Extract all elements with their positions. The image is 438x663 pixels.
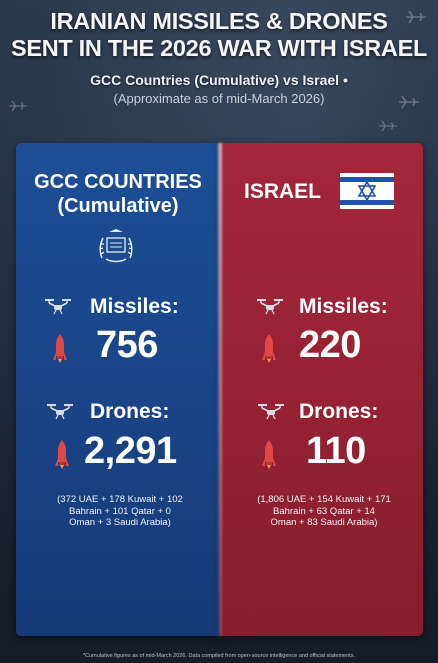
israel-panel: [220, 143, 423, 636]
missile-icon: [262, 334, 276, 363]
israel-breakdown: (1,806 UAE + 154 Kuwait + 171 Bahrain + …: [244, 494, 404, 529]
gcc-title-line-2: (Cumulative): [57, 195, 179, 217]
title-line-1: IRANIAN MISSILES & DRONES: [50, 8, 388, 34]
gcc-breakdown-line-3: Oman + 3 Saudi Arabia): [69, 517, 171, 528]
gcc-missiles-label: Missiles:: [90, 295, 179, 318]
israel-breakdown-line-2: Bahrain + 63 Qatar + 14: [273, 505, 375, 517]
gcc-breakdown-line-1: (372 UAE + 178 Kuwait + 102: [57, 494, 183, 505]
panel-divider: [218, 143, 222, 636]
missile-icon: [53, 334, 67, 363]
drone-icon: [258, 404, 284, 420]
footnote: *Cumulative figures as of mid-March 2026…: [83, 653, 355, 659]
gcc-panel: [16, 143, 220, 636]
drone-icon: [47, 404, 73, 420]
drone-icon: [257, 299, 283, 315]
gcc-missiles-value: 756: [96, 324, 158, 366]
page-title: IRANIAN MISSILES & DRONES SENT IN THE 20…: [0, 8, 438, 62]
missile-icon: [262, 440, 276, 469]
israel-drones-label: Drones:: [299, 400, 379, 423]
jet-icon: [406, 10, 426, 24]
gcc-title: GCC COUNTRIES (Cumulative): [16, 170, 220, 218]
gcc-emblem: [99, 229, 133, 263]
jet-icon: [9, 100, 27, 112]
gcc-title-line-1: GCC COUNTRIES: [34, 171, 202, 193]
jet-icon: [399, 95, 419, 109]
jet-icon: [379, 120, 397, 132]
israel-missiles-value: 220: [299, 324, 361, 366]
gcc-drones-label: Drones:: [90, 400, 170, 423]
subtitle: GCC Countries (Cumulative) vs Israel •: [90, 72, 348, 88]
date-note: (Approximate as of mid-March 2026): [113, 91, 325, 106]
gcc-drones-value: 2,291: [84, 430, 177, 472]
israel-breakdown-line-1: (1,806 UAE + 154 Kuwait + 171: [257, 494, 391, 505]
gcc-breakdown-line-2: Bahrain + 101 Qatar + 0: [69, 505, 171, 517]
israel-breakdown-line-3: Oman + 83 Saudi Arabia): [270, 517, 378, 528]
missile-icon: [55, 440, 69, 469]
israel-title: ISRAEL: [244, 180, 322, 203]
header: IRANIAN MISSILES & DRONES SENT IN THE 20…: [0, 8, 438, 106]
gcc-breakdown: (372 UAE + 178 Kuwait + 102 Bahrain + 10…: [40, 494, 200, 529]
title-line-2: SENT IN THE 2026 WAR WITH ISRAEL: [10, 35, 428, 61]
israel-missiles-label: Missiles:: [299, 295, 388, 318]
israel-drones-value: 110: [306, 430, 366, 472]
israel-flag: [340, 173, 394, 209]
drone-icon: [45, 299, 71, 315]
